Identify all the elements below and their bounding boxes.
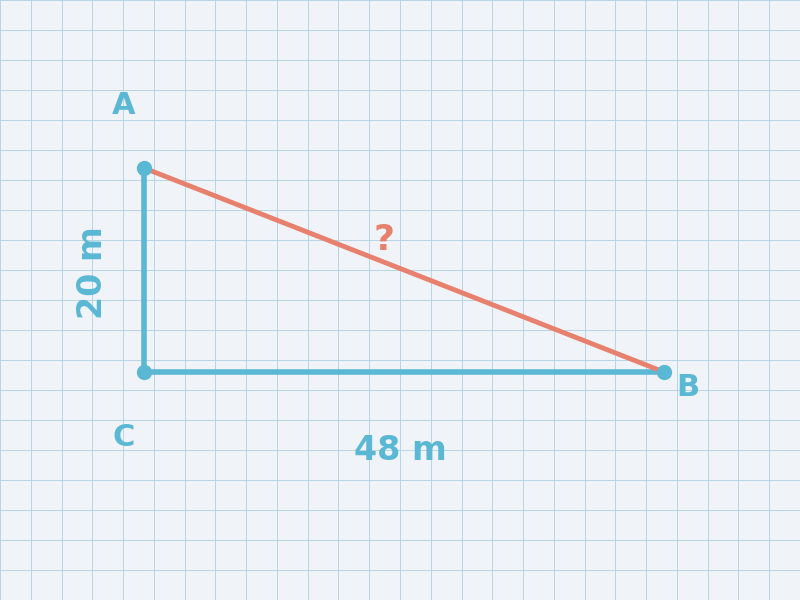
Text: ?: ? (374, 223, 394, 257)
Text: B: B (676, 373, 699, 401)
Text: 20 m: 20 m (75, 227, 109, 319)
Point (138, 163, 150, 173)
Point (138, 367, 150, 377)
Text: A: A (112, 91, 136, 120)
Text: C: C (113, 423, 135, 452)
Point (658, 367, 670, 377)
Text: 48 m: 48 m (354, 433, 446, 467)
